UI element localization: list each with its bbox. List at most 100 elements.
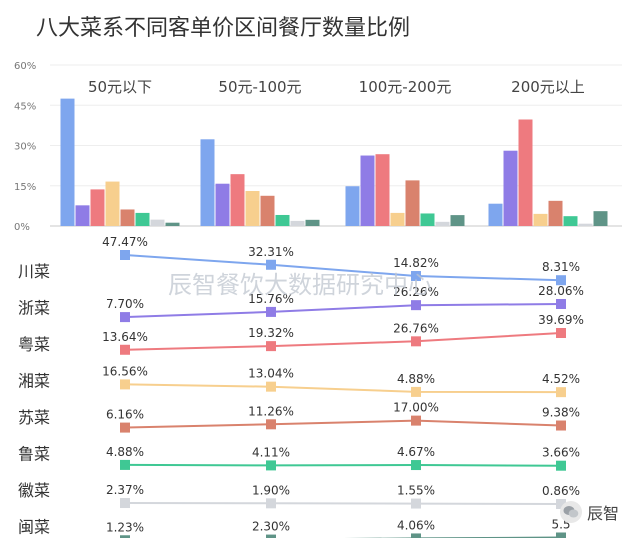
bar bbox=[390, 212, 405, 226]
data-point bbox=[556, 460, 566, 471]
bar bbox=[150, 219, 165, 226]
y-tick-label: 30% bbox=[14, 142, 36, 153]
data-label: 11.26% bbox=[248, 404, 294, 418]
data-label: 17.00% bbox=[393, 401, 439, 415]
series-line bbox=[124, 332, 562, 351]
data-point bbox=[120, 344, 130, 355]
bar bbox=[245, 191, 260, 226]
chart-title: 八大菜系不同客单价区间餐厅数量比例 bbox=[36, 16, 411, 41]
series-line bbox=[124, 303, 562, 319]
series-line bbox=[124, 463, 562, 467]
bar bbox=[405, 180, 420, 226]
data-label: 16.56% bbox=[102, 364, 148, 378]
bar bbox=[593, 211, 608, 226]
data-label: 7.70% bbox=[106, 297, 144, 311]
series-line bbox=[124, 383, 562, 394]
data-point bbox=[556, 499, 566, 509]
bar bbox=[563, 216, 578, 226]
data-point bbox=[266, 259, 276, 270]
data-point bbox=[266, 534, 276, 538]
data-label: 2.30% bbox=[252, 520, 290, 534]
series-name: 闽菜 bbox=[18, 518, 50, 537]
data-label: 19.32% bbox=[248, 326, 294, 340]
category-label: 100元-200元 bbox=[359, 78, 452, 96]
data-point bbox=[411, 386, 421, 397]
category-label: 50元-100元 bbox=[218, 78, 301, 96]
bar bbox=[215, 183, 230, 226]
series-name: 徽菜 bbox=[18, 481, 50, 500]
bar bbox=[165, 222, 180, 226]
data-label: 1.55% bbox=[397, 484, 435, 498]
data-label: 6.16% bbox=[106, 408, 144, 422]
data-point bbox=[120, 250, 130, 260]
bar bbox=[275, 214, 290, 226]
series-line bbox=[124, 502, 562, 505]
data-label: 1.90% bbox=[252, 483, 290, 497]
data-label: 4.06% bbox=[397, 518, 435, 532]
bar bbox=[290, 220, 305, 226]
series-name: 粤菜 bbox=[18, 335, 50, 354]
bar bbox=[435, 221, 450, 226]
bar bbox=[548, 200, 563, 226]
data-point bbox=[556, 275, 566, 286]
series-name: 浙菜 bbox=[18, 299, 50, 318]
series-line bbox=[124, 254, 562, 282]
data-point bbox=[266, 381, 276, 392]
data-label: 14.82% bbox=[393, 256, 439, 270]
data-point bbox=[411, 498, 421, 509]
data-point bbox=[120, 422, 130, 433]
series-name: 鲁菜 bbox=[18, 445, 50, 464]
data-label: 9.38% bbox=[542, 406, 580, 420]
data-label: 4.52% bbox=[542, 372, 580, 386]
series-line bbox=[124, 419, 562, 429]
series-name: 苏菜 bbox=[18, 408, 50, 427]
bar bbox=[345, 186, 360, 226]
bar bbox=[135, 212, 150, 226]
data-label: 28.06% bbox=[538, 284, 584, 298]
bar bbox=[90, 189, 105, 226]
bar bbox=[120, 209, 135, 226]
y-tick-label: 0% bbox=[14, 222, 30, 233]
bar bbox=[518, 119, 533, 226]
y-tick-label: 45% bbox=[14, 101, 36, 112]
data-label: 3.66% bbox=[542, 446, 580, 460]
data-point bbox=[411, 533, 421, 538]
data-point bbox=[266, 498, 276, 509]
data-point bbox=[120, 379, 130, 390]
data-point bbox=[411, 460, 421, 471]
bar bbox=[578, 223, 593, 226]
category-label: 50元以下 bbox=[88, 78, 152, 96]
data-point bbox=[411, 300, 421, 311]
data-point bbox=[556, 387, 566, 398]
bar bbox=[360, 155, 375, 226]
category-label: 200元以上 bbox=[511, 78, 585, 96]
data-point bbox=[411, 271, 421, 282]
bar bbox=[60, 98, 75, 226]
brand-text: 辰智 bbox=[587, 504, 620, 523]
data-point bbox=[556, 328, 566, 339]
data-point bbox=[266, 419, 276, 430]
data-point bbox=[266, 306, 276, 317]
bar bbox=[375, 154, 390, 226]
data-label: 8.31% bbox=[542, 260, 580, 274]
bar bbox=[488, 203, 503, 226]
bar bbox=[533, 213, 548, 226]
bar bbox=[200, 139, 215, 226]
data-label: 2.37% bbox=[106, 483, 144, 497]
data-label: 26.26% bbox=[393, 285, 439, 299]
brand-badge: 辰智 bbox=[560, 500, 619, 524]
data-label: 4.88% bbox=[397, 372, 435, 386]
bar bbox=[503, 150, 518, 226]
series-name: 湘菜 bbox=[18, 372, 50, 391]
data-point bbox=[120, 498, 130, 509]
data-label: 4.67% bbox=[397, 445, 435, 459]
bar bbox=[105, 181, 120, 226]
bar bbox=[260, 195, 275, 226]
data-point bbox=[411, 336, 421, 347]
bar bbox=[75, 205, 90, 226]
data-point bbox=[266, 341, 276, 352]
data-label: 26.76% bbox=[393, 321, 439, 335]
data-point bbox=[556, 420, 566, 431]
